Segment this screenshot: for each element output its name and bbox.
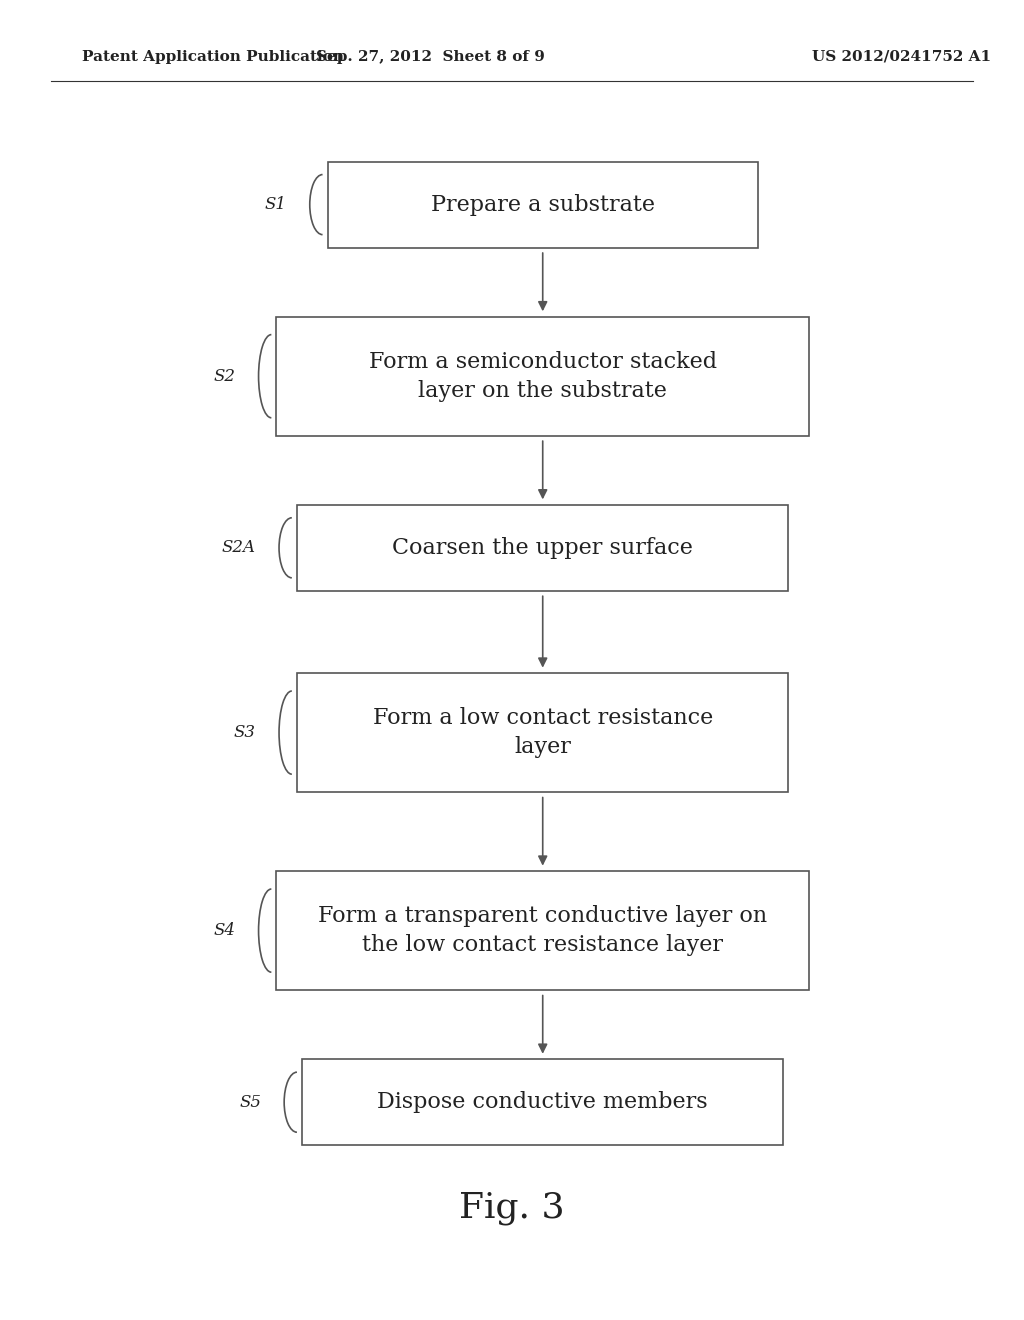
FancyBboxPatch shape — [276, 317, 809, 436]
FancyBboxPatch shape — [297, 673, 788, 792]
Text: S3: S3 — [234, 725, 256, 741]
Text: Dispose conductive members: Dispose conductive members — [378, 1092, 708, 1113]
Text: US 2012/0241752 A1: US 2012/0241752 A1 — [812, 50, 990, 63]
Text: Coarsen the upper surface: Coarsen the upper surface — [392, 537, 693, 558]
FancyBboxPatch shape — [297, 506, 788, 591]
Text: Patent Application Publication: Patent Application Publication — [82, 50, 344, 63]
Text: Sep. 27, 2012  Sheet 8 of 9: Sep. 27, 2012 Sheet 8 of 9 — [315, 50, 545, 63]
Text: S2A: S2A — [222, 540, 256, 556]
Text: S4: S4 — [214, 923, 236, 939]
Text: S2: S2 — [214, 368, 236, 384]
FancyBboxPatch shape — [302, 1059, 783, 1144]
Text: S5: S5 — [240, 1094, 261, 1110]
Text: Form a transparent conductive layer on
the low contact resistance layer: Form a transparent conductive layer on t… — [318, 906, 767, 956]
FancyBboxPatch shape — [328, 162, 758, 248]
Text: S1: S1 — [265, 197, 287, 213]
Text: Fig. 3: Fig. 3 — [459, 1191, 565, 1225]
Text: Form a low contact resistance
layer: Form a low contact resistance layer — [373, 708, 713, 758]
Text: Prepare a substrate: Prepare a substrate — [431, 194, 654, 215]
Text: Form a semiconductor stacked
layer on the substrate: Form a semiconductor stacked layer on th… — [369, 351, 717, 401]
FancyBboxPatch shape — [276, 871, 809, 990]
